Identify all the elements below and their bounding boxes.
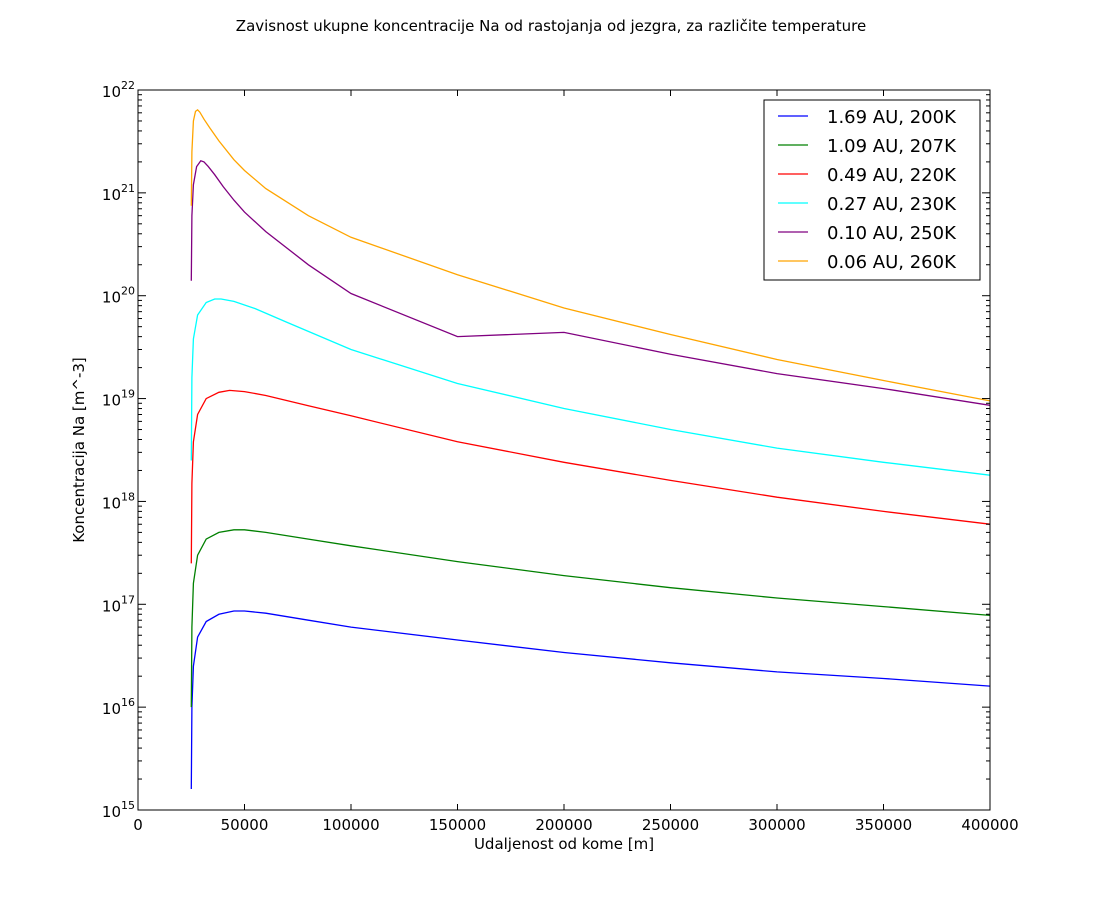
x-tick-label: 250000 <box>642 816 699 834</box>
x-tick-label: 200000 <box>535 816 592 834</box>
x-tick-label: 100000 <box>322 816 379 834</box>
y-tick-label: 10 <box>102 597 121 615</box>
y-tick-label: 10 <box>102 186 121 204</box>
series-layer <box>190 109 990 790</box>
legend-label: 1.09 AU, 207K <box>827 136 957 157</box>
legend-label: 0.27 AU, 230K <box>827 194 957 215</box>
x-axis-label: Udaljenost od kome [m] <box>474 835 654 853</box>
y-tick-exponent: 18 <box>121 490 135 503</box>
y-tick-exponent: 20 <box>121 285 135 298</box>
series-line-3 <box>190 298 990 476</box>
chart-title: Zavisnost ukupne koncentracije Na od ras… <box>236 17 866 35</box>
series-line-2 <box>190 389 990 564</box>
y-axis-label: Koncentracija Na [m^-3] <box>70 357 88 543</box>
y-tick-exponent: 16 <box>121 696 135 709</box>
x-tick-label: 400000 <box>961 816 1018 834</box>
legend-box <box>763 99 981 281</box>
legend-label: 0.49 AU, 220K <box>827 165 957 186</box>
x-tick-label: 0 <box>133 816 143 834</box>
y-tick-label: 10 <box>102 494 121 512</box>
y-tick-label: 10 <box>102 392 121 410</box>
y-tick-exponent: 19 <box>121 388 135 401</box>
legend-label: 1.69 AU, 200K <box>827 107 957 128</box>
x-axis: 0 50000 100000 150000 200000 250000 300000 3500… <box>133 90 1019 834</box>
y-tick-exponent: 17 <box>121 593 135 606</box>
series-line-1 <box>190 529 990 708</box>
x-tick-label: 300000 <box>748 816 805 834</box>
x-tick-label: 150000 <box>429 816 486 834</box>
y-tick-label: 10 <box>102 700 121 718</box>
y-tick-label: 10 <box>102 83 121 101</box>
legend-label: 0.06 AU, 260K <box>827 252 957 273</box>
y-tick-exponent: 22 <box>121 79 135 92</box>
x-tick-label: 50000 <box>221 816 269 834</box>
legend-label: 0.10 AU, 250K <box>827 223 957 244</box>
x-tick-label: 350000 <box>855 816 912 834</box>
legend: 1.69 AU, 200K 1.09 AU, 207K 0.49 AU, 220K 0… <box>763 99 981 281</box>
y-tick-exponent: 21 <box>121 182 135 195</box>
series-line-0 <box>190 610 990 790</box>
y-tick-exponent: 15 <box>121 799 135 812</box>
y-tick-label: 10 <box>102 289 121 307</box>
series-line-4 <box>190 160 990 406</box>
y-tick-label: 10 <box>102 803 121 821</box>
series-line-5 <box>190 109 990 402</box>
